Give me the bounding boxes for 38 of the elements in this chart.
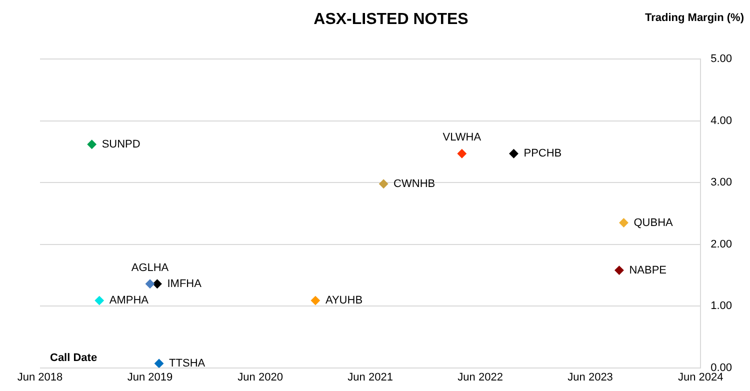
x-tick-label: Jun 2022 xyxy=(458,371,503,384)
series-label: TTSHA xyxy=(169,358,206,370)
point xyxy=(154,358,164,368)
point xyxy=(146,279,154,288)
x-axis-title: Call Date xyxy=(50,352,98,364)
x-tick-label: Jun 2020 xyxy=(238,371,283,384)
series-label: QUBHA xyxy=(634,216,674,229)
series-label: AYUHB xyxy=(325,294,363,307)
series-label: CWNHB xyxy=(394,178,436,190)
y-tick-label: 4.00 xyxy=(710,114,732,127)
y-tick-label: 3.00 xyxy=(710,176,732,189)
point xyxy=(457,149,466,158)
chart-title: ASX-LISTED NOTES xyxy=(314,11,469,28)
y-tick-label: 5.00 xyxy=(710,53,732,66)
y-tick-label: 2.00 xyxy=(710,238,732,250)
x-tick-label: Jun 2019 xyxy=(127,371,173,384)
series-label: VLWHA xyxy=(442,132,482,144)
x-tick-label: Jun 2018 xyxy=(17,371,63,384)
point xyxy=(152,279,162,288)
y-axis-title: Trading Margin (%) xyxy=(645,12,744,24)
x-tick-label: Jun 2024 xyxy=(678,371,724,384)
x-tick-label: Jun 2021 xyxy=(348,371,393,384)
point xyxy=(94,296,104,306)
series-label: AGLHA xyxy=(131,262,170,274)
point xyxy=(310,296,320,306)
point xyxy=(619,218,628,228)
x-tick-label: Jun 2023 xyxy=(568,371,613,384)
series-label: AMPHA xyxy=(109,294,150,307)
point xyxy=(509,149,518,158)
point xyxy=(87,140,96,149)
series-label: PPCHB xyxy=(524,148,562,160)
y-tick-label: 0.00 xyxy=(710,362,732,374)
point xyxy=(379,179,388,188)
point xyxy=(614,266,624,275)
series-label: NABPE xyxy=(629,264,667,276)
y-tick-label: 1.00 xyxy=(710,300,732,312)
series-label: IMFHA xyxy=(167,278,202,290)
series-label: SUNPD xyxy=(102,138,140,150)
